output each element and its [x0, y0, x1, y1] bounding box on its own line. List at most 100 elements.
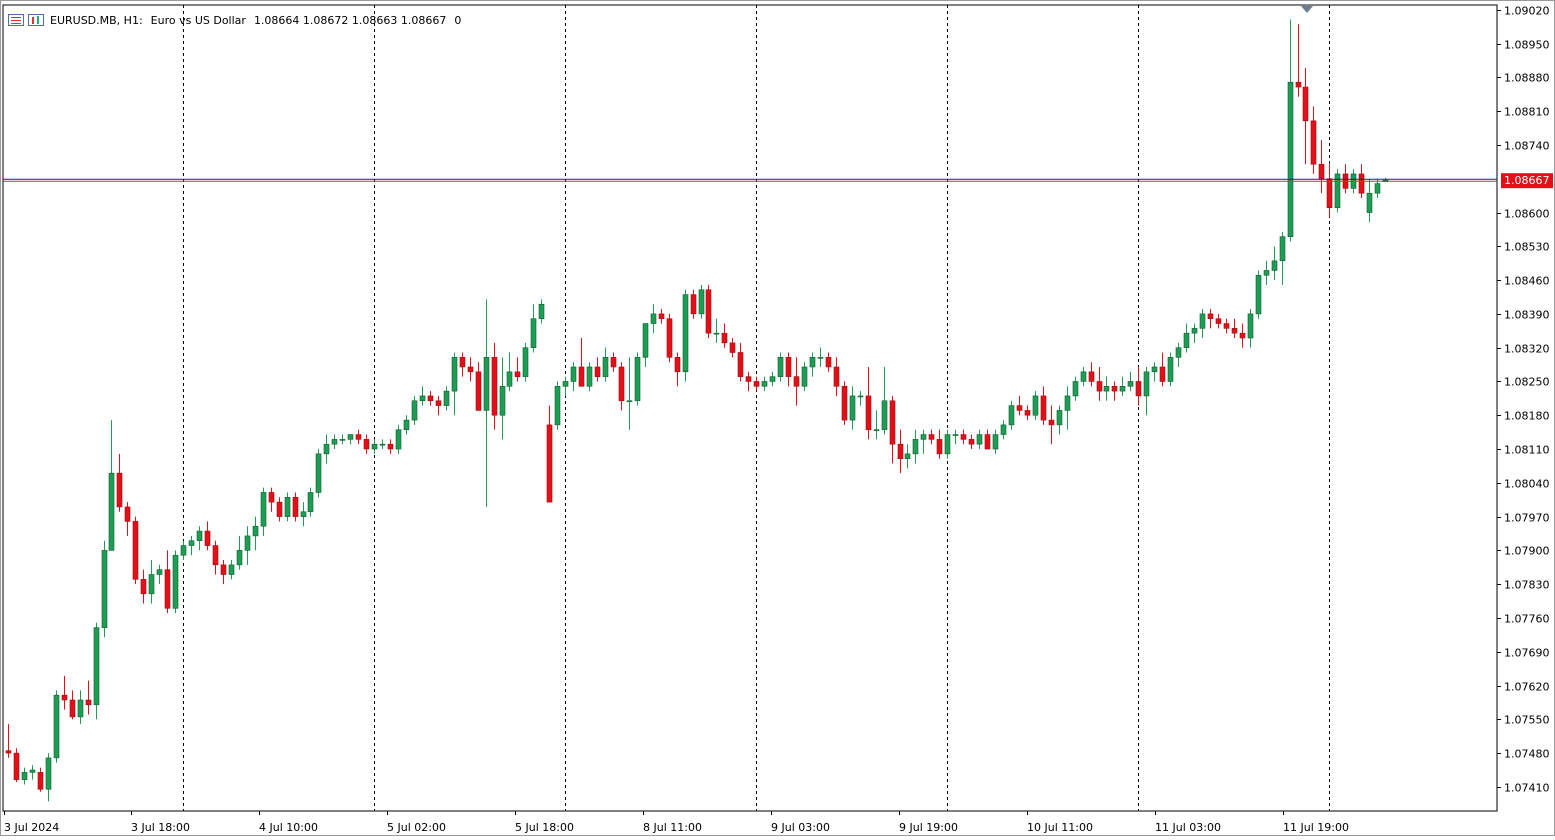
candle-body-118 [944, 434, 951, 455]
symbol-name: EURUSD.MB, H1: [50, 13, 143, 27]
candle-body-159 [1271, 260, 1278, 271]
candle-body-56 [451, 357, 458, 392]
y-tick-label-18: 1.07690 [1504, 647, 1550, 660]
x-tick-label-8: 10 Jul 11:00 [1027, 821, 1093, 834]
candle-body-109 [873, 429, 880, 432]
symbol-volume: 0 [454, 13, 462, 27]
candle-body-101 [809, 357, 816, 368]
candle-body-147 [1175, 347, 1182, 358]
plot-frame [2, 4, 1498, 812]
candle-body-58 [467, 366, 474, 373]
candle-body-10 [85, 699, 92, 706]
y-tick-label-17: 1.07760 [1504, 613, 1550, 626]
candle-body-127 [1016, 405, 1023, 411]
candle-body-43 [347, 434, 354, 440]
candle-body-21 [172, 554, 179, 609]
candle-body-102 [817, 357, 824, 359]
candle-body-100 [801, 366, 808, 387]
candle-body-36 [292, 496, 299, 517]
candle-body-134 [1072, 381, 1079, 397]
candle-body-171 [1366, 192, 1373, 213]
y-tick-label-15: 1.07900 [1504, 545, 1550, 558]
candle-body-113 [904, 453, 911, 459]
candle-body-28 [228, 564, 235, 575]
candle-body-131 [1048, 419, 1055, 426]
candle-body-166 [1326, 178, 1333, 209]
candle-body-77 [618, 366, 625, 402]
candle-body-141 [1127, 381, 1134, 387]
x-tick-label-4: 5 Jul 18:00 [515, 821, 574, 834]
candle-body-129 [1032, 395, 1039, 416]
x-tick-label-3: 5 Jul 02:00 [387, 821, 446, 834]
candle-body-17 [140, 579, 147, 595]
candle-body-163 [1302, 86, 1309, 122]
one-click-trading-icon[interactable] [8, 14, 24, 26]
candle-body-137 [1096, 381, 1103, 392]
candle-body-44 [355, 434, 362, 440]
candle-body-128 [1024, 410, 1031, 416]
candle-body-40 [323, 443, 330, 455]
candle-body-142 [1135, 381, 1142, 397]
y-tick-label-0: 1.09020 [1504, 5, 1550, 18]
candle-body-54 [435, 400, 442, 406]
candle-body-53 [427, 395, 434, 402]
candle-body-79 [634, 357, 641, 402]
y-tick-label-22: 1.07410 [1504, 782, 1550, 795]
candle-body-151 [1207, 313, 1214, 320]
candle-body-158 [1263, 270, 1270, 276]
candle-body-119 [952, 434, 959, 436]
y-tick-label-10: 1.08250 [1504, 376, 1550, 389]
candle-body-52 [419, 395, 426, 402]
candle-body-85 [682, 294, 689, 373]
candle-body-140 [1119, 385, 1126, 392]
candle-body-76 [610, 357, 617, 368]
y-tick-label-4: 1.08740 [1504, 140, 1550, 153]
candle-body-123 [984, 434, 991, 450]
candle-body-0 [5, 750, 12, 754]
candle-body-39 [315, 453, 322, 493]
candle-body-83 [666, 318, 673, 358]
candle-body-73 [586, 366, 593, 387]
depth-of-market-icon[interactable] [28, 14, 44, 26]
y-tick-label-7: 1.08460 [1504, 275, 1550, 288]
candle-body-50 [403, 419, 410, 431]
y-tick-label-20: 1.07550 [1504, 714, 1550, 727]
candle-body-57 [459, 357, 466, 368]
candle-body-172 [1374, 183, 1381, 194]
y-tick-label-16: 1.07830 [1504, 579, 1550, 592]
y-tick-label-14: 1.07970 [1504, 512, 1550, 525]
candle-body-14 [116, 472, 123, 508]
symbol-description: Euro vs US Dollar [150, 13, 246, 27]
candle-body-87 [698, 289, 705, 315]
candle-body-70 [562, 381, 569, 387]
x-tick-label-1: 3 Jul 18:00 [131, 821, 190, 834]
candle-body-24 [196, 530, 203, 542]
y-tick-label-2: 1.08880 [1504, 72, 1550, 85]
candle-body-89 [713, 332, 720, 335]
candle-body-167 [1334, 173, 1341, 209]
x-tick-label-7: 9 Jul 19:00 [899, 821, 958, 834]
candle-body-91 [729, 342, 736, 353]
candle-body-148 [1183, 332, 1190, 348]
candle-body-55 [443, 390, 450, 406]
candle-body-66 [530, 318, 537, 348]
chart-shift-marker-icon[interactable] [1301, 6, 1313, 13]
candle-body-82 [658, 313, 665, 320]
candle-body-153 [1223, 323, 1230, 329]
candle-body-35 [284, 496, 291, 517]
candle-body-136 [1088, 371, 1095, 382]
y-tick-label-13: 1.08040 [1504, 478, 1550, 491]
x-tick-label-9: 11 Jul 03:00 [1155, 821, 1221, 834]
candle-body-61 [491, 357, 498, 416]
symbol-ohlc: 1.08664 1.08672 1.08663 1.08667 [253, 13, 447, 27]
candle-body-6 [53, 694, 60, 759]
candle-body-92 [737, 352, 744, 377]
candle-body-18 [148, 574, 155, 595]
y-tick-label-8: 1.08390 [1504, 309, 1550, 322]
candle-body-60 [483, 357, 490, 411]
candle-body-38 [307, 492, 314, 513]
candle-body-33 [268, 492, 275, 503]
